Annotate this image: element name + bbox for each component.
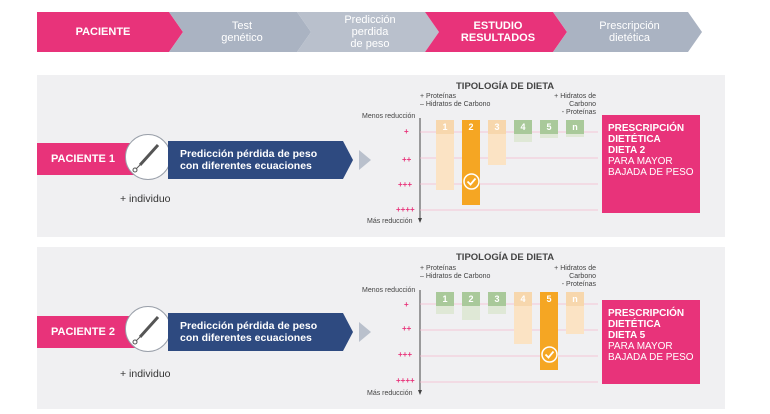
less-reduction-label: Menos reducción (362, 113, 416, 120)
chart-title: TIPOLOGÍA DE DIETA (456, 252, 555, 263)
diet-3: 3 (488, 292, 506, 306)
left-legend: + Proteínas – Hidratos de Carbono (420, 265, 491, 280)
level-label: + (404, 300, 409, 309)
level-label: +++ (398, 350, 413, 359)
prescription-text: PARA MAYOR BAJADA DE PESO (608, 156, 694, 178)
chart-title: TIPOLOGÍA DE DIETA (456, 81, 555, 92)
step-test-genetico: Test genético (221, 20, 263, 44)
diet-5: 5 (540, 120, 558, 134)
level-label: ++++ (396, 205, 415, 214)
step-prescripcion: Prescripción dietética (599, 20, 660, 44)
diet-2: 2 (462, 120, 480, 134)
arrow-right-icon (359, 150, 371, 170)
arrow-right-icon (343, 141, 353, 179)
diet-4: 4 (514, 292, 532, 306)
prescription-box: PRESCRIPCIÓN DIETÉTICA DIETA 5 PARA MAYO… (602, 300, 700, 384)
diet-3: 3 (488, 120, 506, 134)
test-tube-swab-icon (125, 134, 171, 180)
checkmark-icon (463, 173, 480, 190)
test-tube-swab-icon (125, 306, 171, 352)
prediction-box: Predicción pérdida de peso con diferente… (168, 141, 343, 179)
level-label: ++ (402, 324, 412, 333)
level-label: ++ (402, 155, 412, 164)
step-prediccion: Predicción perdida de peso (344, 14, 396, 50)
prescription-text: PARA MAYOR BAJADA DE PESO (608, 341, 694, 363)
individual-label: + individuo (120, 368, 171, 380)
arrow-right-icon (359, 322, 371, 342)
diet-n: n (566, 120, 584, 134)
more-reduction-label: Más reducción (367, 390, 413, 397)
checkmark-icon (541, 346, 558, 363)
level-label: + (404, 127, 409, 136)
level-label: ++++ (396, 376, 415, 385)
level-label: +++ (398, 180, 413, 189)
diet-5: 5 (540, 292, 558, 306)
prescription-title: PRESCRIPCIÓN DIETÉTICA DIETA 5 (608, 308, 685, 341)
arrow-right-icon (343, 313, 353, 351)
right-legend: + Hidratos de Carbono - Proteínas (554, 93, 596, 116)
left-legend: + Proteínas – Hidratos de Carbono (420, 93, 491, 108)
step-estudio-resultados: ESTUDIO RESULTADOS (460, 20, 536, 44)
individual-label: + individuo (120, 193, 171, 205)
diet-2: 2 (462, 292, 480, 306)
right-legend: + Hidratos de Carbono - Proteínas (554, 265, 596, 288)
prescription-title: PRESCRIPCIÓN DIETÉTICA DIETA 2 (608, 123, 685, 156)
diet-4: 4 (514, 120, 532, 134)
diet-1: 1 (436, 120, 454, 134)
less-reduction-label: Menos reducción (362, 287, 416, 294)
prescription-box: PRESCRIPCIÓN DIETÉTICA DIETA 2 PARA MAYO… (602, 115, 700, 213)
step-paciente: PACIENTE (75, 26, 131, 38)
prediction-box: Predicción pérdida de peso con diferente… (168, 313, 343, 351)
process-chevrons (37, 12, 702, 52)
more-reduction-label: Más reducción (367, 218, 413, 225)
diet-1: 1 (436, 292, 454, 306)
diet-n: n (566, 292, 584, 306)
